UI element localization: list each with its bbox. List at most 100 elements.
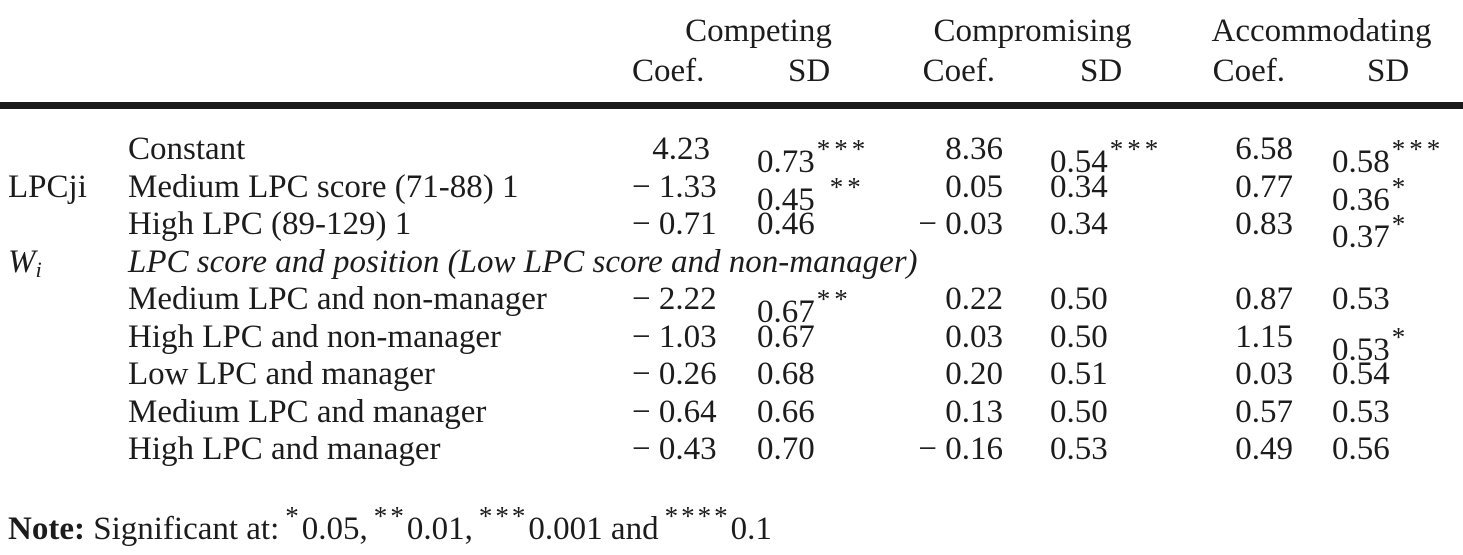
- row-label: Low LPC and manager: [128, 356, 436, 392]
- row-group-label: LPCji: [8, 168, 87, 205]
- coef-value: 0.03: [1235, 356, 1293, 392]
- row-label-span: LPC score and position (Low LPC score an…: [128, 243, 918, 280]
- coef-column-header: Coef.: [922, 53, 995, 89]
- sd-column-header: SD: [1367, 53, 1410, 89]
- row-label: Medium LPC and manager: [128, 393, 487, 430]
- sd-number: 0.73: [757, 144, 815, 181]
- sd-value: 0.50: [1005, 394, 1180, 432]
- sd-value: 0.53: [1295, 394, 1463, 432]
- note-label: Note:: [8, 510, 85, 547]
- sd-value: 0.73***: [712, 131, 885, 180]
- sd-value: 0.54: [1295, 356, 1463, 394]
- row-label: Medium LPC score (71-88) 1: [128, 168, 519, 205]
- note-sig-value: 0.05,: [301, 510, 368, 547]
- column-group-label: Competing: [685, 13, 832, 49]
- row-label: High LPC (89-129) 1: [128, 206, 412, 242]
- note-sig-stars: *: [285, 500, 302, 531]
- row-label: High LPC and non-manager: [128, 318, 502, 355]
- coef-value: 8.36: [945, 131, 1003, 167]
- coef-value: 0.57: [1235, 393, 1293, 430]
- coef-value: − 0.16: [918, 431, 1003, 467]
- coef-value: 1.15: [1235, 318, 1293, 355]
- column-group-label: Accommodating: [1211, 13, 1432, 49]
- sig-stars: *: [1391, 209, 1410, 239]
- sd-value: 0.46: [712, 206, 885, 244]
- table-header-rule: [0, 102, 1463, 109]
- coef-value: − 0.43: [632, 431, 717, 467]
- sd-number: 0.56: [1332, 431, 1390, 467]
- sd-value: 0.34: [1005, 206, 1180, 244]
- row-group-label: [0, 431, 128, 469]
- sd-number: 0.53: [1332, 393, 1390, 430]
- sig-stars: ***: [1391, 134, 1445, 164]
- row-group-subscript: i: [35, 256, 42, 282]
- sd-number: 0.67: [757, 294, 815, 331]
- note-text: Significant at: *0.05, **0.01, ***0.001 and…: [93, 500, 772, 547]
- coef-column-header: Coef.: [1212, 53, 1285, 89]
- sd-value: 0.56: [1295, 431, 1463, 469]
- sd-number: 0.67: [757, 318, 815, 355]
- row-group-label: [0, 319, 128, 357]
- sd-value: 0.68: [712, 356, 885, 394]
- sd-value: 0.37*: [1295, 206, 1463, 255]
- sd-number: 0.34: [1050, 168, 1108, 205]
- sd-number: 0.50: [1050, 393, 1108, 430]
- sd-number: 0.36: [1332, 181, 1390, 218]
- sd-number: 0.53: [1332, 331, 1390, 368]
- header-empty-cell: [0, 52, 632, 88]
- row-group-label: [0, 206, 128, 244]
- coef-value: − 2.22: [632, 281, 717, 317]
- note-sig-stars: ***: [478, 500, 529, 531]
- sd-number: 0.50: [1050, 318, 1108, 355]
- sd-value: 0.50: [1005, 319, 1180, 357]
- sd-number: 0.66: [757, 393, 815, 430]
- sd-value: 0.53*: [1295, 319, 1463, 368]
- coef-value: 4.23: [652, 131, 710, 167]
- coef-value: 0.20: [945, 356, 1003, 392]
- coef-value: − 1.33: [632, 168, 717, 205]
- row-group-label: [0, 281, 128, 319]
- note-sig-value: 0.001 and: [528, 510, 659, 547]
- row-label: High LPC and manager: [128, 431, 441, 467]
- sd-number: 0.34: [1050, 206, 1108, 242]
- sd-value: 0.36*: [1295, 169, 1463, 218]
- sd-value: 0.67: [712, 319, 885, 357]
- row-group-label: [0, 356, 128, 394]
- note-sig-value: 0.1: [730, 510, 772, 547]
- row-group-label: [0, 131, 128, 169]
- sd-number: 0.58: [1332, 144, 1390, 181]
- sd-value: 0.53: [1005, 431, 1180, 469]
- sd-value: 0.45 **: [712, 169, 885, 218]
- sd-value: 0.51: [1005, 356, 1180, 394]
- row-group-symbol: W: [8, 243, 36, 280]
- table-note: Note: Significant at: *0.05, **0.01, ***0.0…: [8, 497, 1463, 548]
- sd-number: 0.46: [757, 206, 815, 242]
- coef-value: 0.05: [945, 168, 1003, 205]
- sig-stars: **: [829, 171, 865, 202]
- coef-value: − 0.03: [918, 206, 1003, 242]
- coef-value: 0.03: [945, 318, 1003, 355]
- sd-value: 0.66: [712, 394, 885, 432]
- note-sig-value: 0.01,: [406, 510, 473, 547]
- coef-value: 0.87: [1235, 281, 1293, 317]
- coef-value: 0.83: [1235, 206, 1293, 242]
- sd-value: 0.58***: [1295, 131, 1463, 180]
- sig-stars: *: [1391, 171, 1410, 202]
- table-header: Competing Compromising Accommodating Coef. S…: [0, 0, 1463, 89]
- coef-value: 0.49: [1235, 431, 1293, 467]
- sd-number: 0.50: [1050, 281, 1108, 317]
- coef-value: − 1.03: [632, 318, 717, 355]
- row-label: Constant: [128, 131, 246, 167]
- sd-number: 0.53: [1332, 281, 1390, 317]
- sd-number: 0.37: [1332, 219, 1390, 256]
- sd-number: 0.54: [1332, 356, 1390, 392]
- table-body: Constant 4.23 0.73*** 8.36 0.54*** 6.58 0.58**…: [0, 109, 1463, 469]
- header-empty-cell: [0, 12, 632, 52]
- note-sig-stars: **: [373, 500, 407, 531]
- sig-stars: **: [816, 284, 852, 314]
- sd-column-header: SD: [1080, 53, 1123, 89]
- coef-value: 0.77: [1235, 168, 1293, 205]
- coef-column-header: Coef.: [632, 53, 705, 89]
- sd-number: 0.70: [757, 431, 815, 467]
